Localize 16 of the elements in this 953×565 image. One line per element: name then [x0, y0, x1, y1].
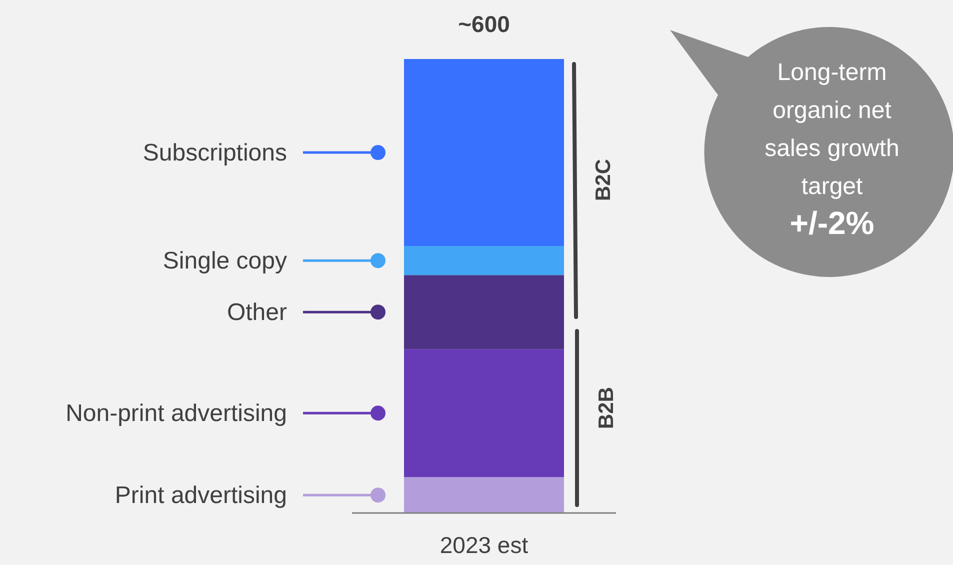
legend-label: Non-print advertising — [66, 400, 287, 428]
text: B2C — [592, 158, 615, 202]
bar — [404, 275, 564, 350]
legend-label: Single copy — [162, 248, 287, 275]
text: B2B — [595, 386, 618, 430]
text: Long-term organic net sales growth target — [764, 59, 900, 200]
x-tick-label: 2023 est — [440, 532, 529, 558]
legend-label: Subscriptions — [142, 140, 287, 167]
annotation: ~600 — [458, 11, 510, 37]
legend-label: Print advertising — [114, 482, 287, 510]
bar — [404, 246, 564, 276]
legend-label: Other — [226, 299, 287, 326]
bar — [404, 349, 564, 478]
text: +/-2% — [790, 205, 874, 241]
bar — [404, 59, 564, 246]
bar — [404, 477, 564, 513]
